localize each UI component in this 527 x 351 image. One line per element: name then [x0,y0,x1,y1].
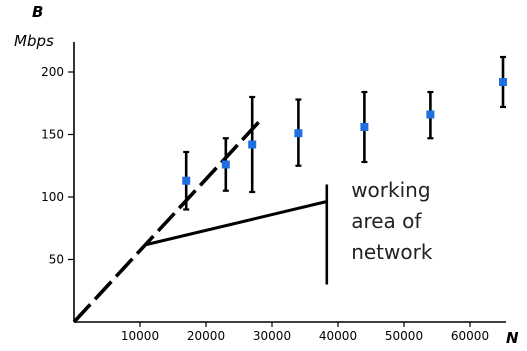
data-point [248,140,257,149]
data-point [426,110,435,119]
guide-lines [72,120,329,324]
x-tick-label: 20000 [187,329,225,343]
y-tick-label: 200 [41,65,64,79]
axes: B Mbps N [14,3,519,347]
data-point [360,123,369,131]
data-point [221,160,230,169]
y-tick-label: 150 [41,128,64,142]
annotation: working area of network [351,178,433,264]
working-area-pointer-line [146,200,326,246]
x-axis-symbol: N [506,329,519,347]
annotation-line: area of [351,209,422,233]
dashed-trend-line [72,120,261,324]
y-axis-symbol: B [32,3,43,21]
y-tick-label: 50 [49,253,64,267]
x-tick-label: 10000 [121,329,159,343]
x-tick-label: 50000 [385,329,423,343]
ticks: 10000 20000 30000 40000 50000 60000 50 100 150 20… [41,65,489,343]
annotation-line: working [351,178,430,202]
data-point [182,176,191,185]
annotation-line: network [351,240,433,264]
y-axis-unit: Mbps [14,32,54,50]
data-series [182,55,507,211]
data-point [294,129,303,138]
x-tick-label: 60000 [451,329,489,343]
x-tick-label: 30000 [253,329,291,343]
x-tick-label: 40000 [319,329,357,343]
y-tick-label: 100 [41,190,64,204]
data-point [499,78,507,86]
